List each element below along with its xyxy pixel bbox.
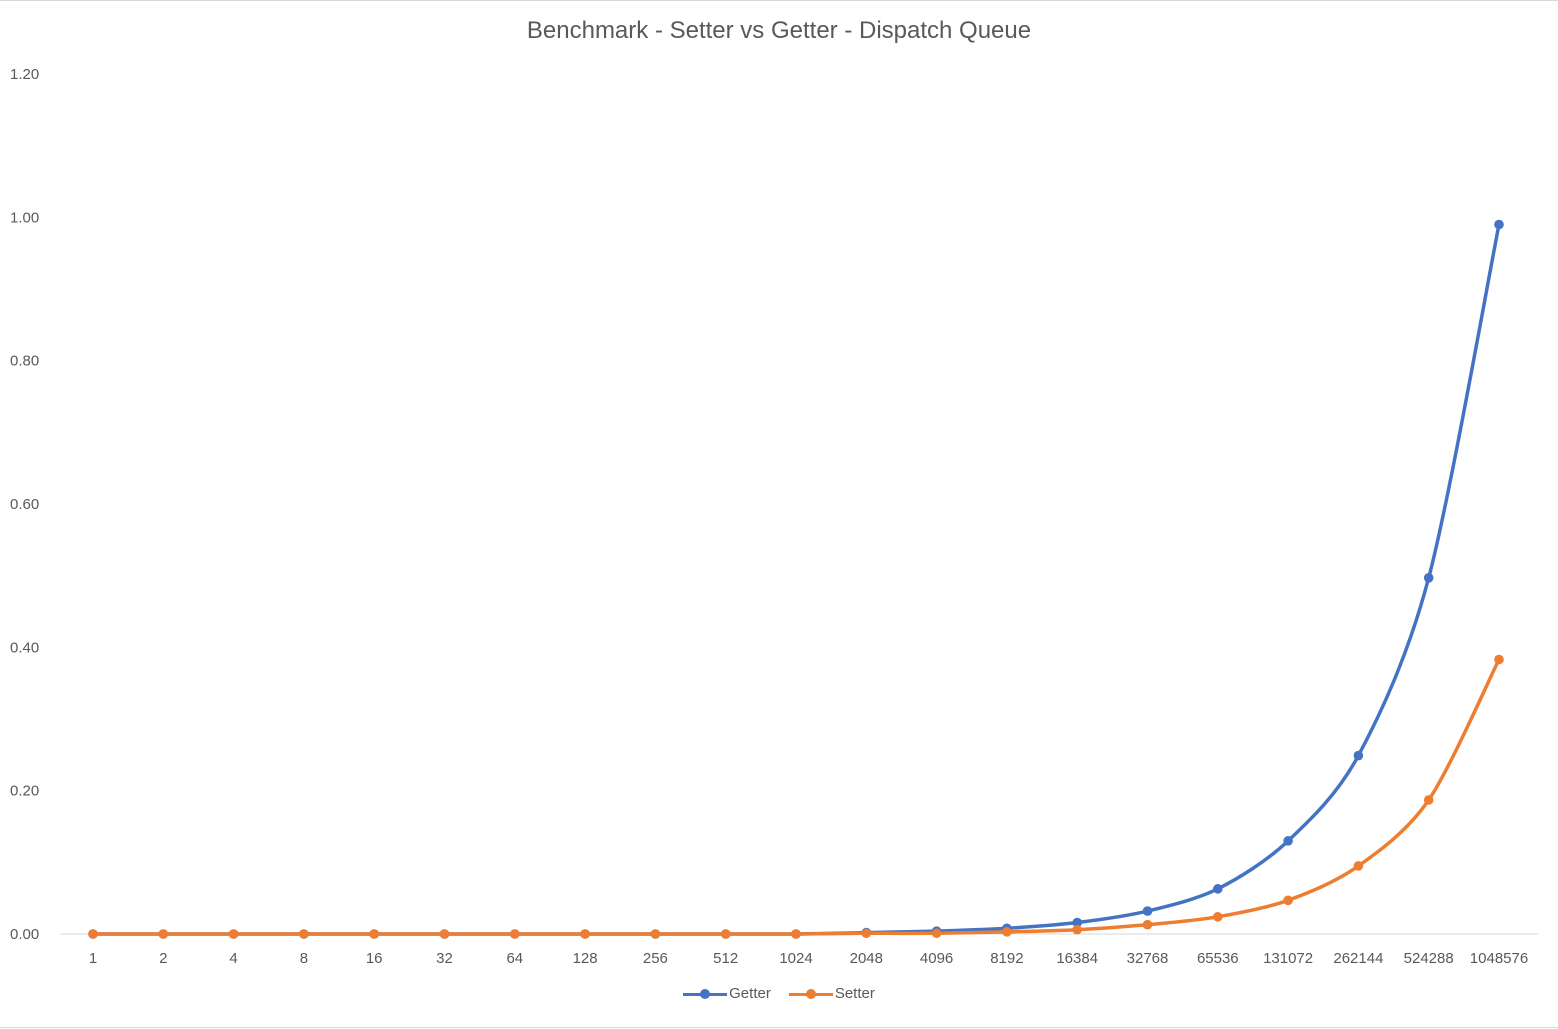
legend-label-setter: Setter	[834, 985, 875, 1002]
y-tick-label: 0.40	[10, 639, 39, 656]
legend-swatch-setter	[788, 988, 833, 1000]
x-tick-label: 2048	[850, 950, 883, 967]
data-point-setter	[720, 929, 731, 939]
x-tick-label: 8192	[990, 950, 1023, 967]
data-point-setter	[1072, 924, 1082, 935]
x-tick-label: 131072	[1263, 950, 1313, 967]
data-point-setter	[228, 929, 239, 939]
x-tick-label: 32	[436, 950, 453, 967]
y-tick-label: 0.00	[10, 926, 39, 943]
data-point-setter	[439, 929, 450, 939]
data-point-getter	[1353, 750, 1364, 761]
data-point-setter	[299, 929, 309, 939]
data-point-setter	[1213, 912, 1223, 922]
y-tick-label: 0.60	[10, 496, 39, 513]
legend-item-setter: Setter	[788, 985, 875, 1002]
x-tick-label: 16384	[1056, 950, 1098, 967]
data-point-setter	[1423, 795, 1434, 805]
data-point-setter	[510, 929, 520, 939]
x-tick-label: 16	[366, 950, 383, 967]
data-point-getter	[1072, 917, 1082, 928]
data-point-setter	[158, 929, 169, 939]
x-tick-label: 262144	[1333, 950, 1383, 967]
data-point-setter	[650, 929, 661, 939]
data-point-setter	[580, 929, 590, 939]
y-tick-label: 0.80	[10, 353, 39, 370]
series-line-getter	[91, 222, 1501, 936]
legend-swatch-getter	[683, 988, 728, 1000]
x-tick-label: 256	[643, 950, 668, 967]
data-point-setter	[1002, 927, 1012, 937]
x-tick-label: 524288	[1404, 950, 1454, 967]
y-tick-label: 1.00	[10, 209, 39, 226]
x-tick-label: 8	[300, 950, 308, 967]
x-tick-label: 512	[713, 950, 738, 967]
data-point-getter	[1213, 884, 1223, 894]
x-tick-label: 4096	[920, 950, 953, 967]
data-point-getter	[1494, 219, 1504, 230]
x-tick-label: 1024	[779, 950, 812, 967]
series-line-setter	[91, 657, 1501, 936]
chart-title: Benchmark - Setter vs Getter - Dispatch …	[526, 17, 1032, 44]
x-tick-label: 65536	[1197, 950, 1239, 967]
x-tick-label: 1048576	[1470, 950, 1528, 967]
y-tick-label: 0.20	[10, 783, 39, 800]
legend-item-getter: Getter	[683, 985, 771, 1002]
x-tick-label: 4	[229, 950, 237, 967]
x-tick-label: 32768	[1127, 950, 1169, 967]
x-tick-label: 2	[159, 950, 167, 967]
data-point-setter	[931, 928, 942, 939]
data-point-setter	[369, 929, 380, 939]
data-point-setter	[861, 928, 872, 939]
data-point-setter	[1142, 919, 1153, 930]
data-point-setter	[1494, 654, 1504, 665]
data-point-setter	[1283, 895, 1293, 906]
data-point-setter	[88, 929, 98, 939]
x-tick-label: 1	[89, 950, 97, 967]
legend-label-getter: Getter	[729, 985, 771, 1002]
data-point-getter	[1283, 836, 1293, 846]
data-point-getter	[1423, 573, 1434, 583]
legend: Getter Setter	[0, 985, 1558, 1002]
x-tick-label: 64	[506, 950, 523, 967]
data-point-setter	[791, 929, 801, 939]
y-tick-label: 1.20	[10, 66, 39, 83]
data-point-getter	[1142, 906, 1153, 916]
data-point-setter	[1353, 861, 1364, 871]
x-tick-label: 128	[573, 950, 598, 967]
